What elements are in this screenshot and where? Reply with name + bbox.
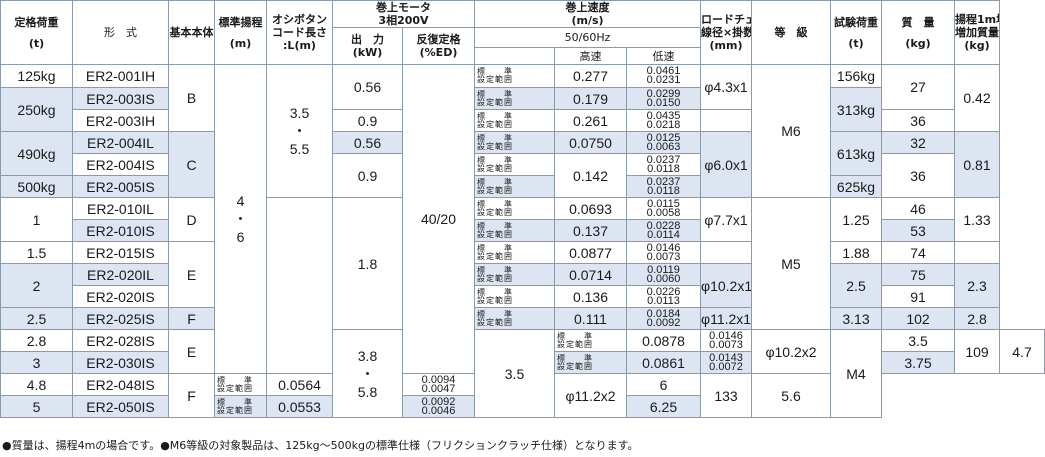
header-rated-load: 定格荷重 (t) [0,0,73,65]
table-row: 1 ER2-010IL D 1.8 標 準設定範囲 0.0693 0.0115 0… [0,197,1045,374]
header-pendant-cord: オシボタン コード長さ:L(m) [266,0,333,65]
table-row: ER2-003IH 0.9 標 準設定範囲 0.261 0.0435 0.0218… [0,109,1045,132]
table-row: ER2-020IS 標 準設定範囲 0.136 0.0226 0.0113 91 [0,285,1045,308]
header-output: 出 力 (kW) [332,27,403,65]
header-low-speed: 低速 [626,47,701,65]
header-speed: 巻上速度 (m/s) [474,0,701,28]
header-motor: 巻上モータ 3相200V [332,0,475,28]
table-row: 2.8 ER2-028IS E 3.8 ・ 5.8 3.5 標 準設定範囲 0.… [0,329,1045,418]
header-base-body: 基本本体 [168,0,215,65]
header-freq: 50/60Hz [474,27,701,48]
hoist-spec-table: 定格荷重 (t) 形 式 基本本体 標準揚程 (m) オシボタン コード長さ:L(m)… [0,0,1045,418]
table-row: 2 ER2-020IL 標 準設定範囲 0.0714 0.0119 0.0060 … [0,263,1045,308]
header-test-load: 試験荷重 (t) [830,0,882,65]
header-grade: 等 級 [751,0,831,65]
header-extra-mass: 揚程1m増し増加質量(kg) [954,0,1000,65]
footnote: ●質量は、揚程4mの場合です。●M6等級の対象製品は、125kg〜500kgの標… [2,439,639,452]
table-row: 2.5 ER2-025IS F 標 準設定範囲 0.111 0.0184 0.00… [0,307,1045,330]
header-mass: 質 量 (kg) [881,0,955,65]
table-row: 125kg ER2-001IH B 4 ・ 6 3.5 ・ 5.5 0.56 4… [0,64,1045,374]
header-model: 形 式 [72,0,169,65]
header-std-lift: 標準揚程 (m) [214,0,267,65]
table-row: 4.8 ER2-048IS F 標 準設定範囲 0.0564 0.0094 0.0… [0,373,1045,418]
table-row: 490kg ER2-004IL C 0.56 標 準設定範囲 0.0750 0.… [0,131,1045,198]
header-chain: ロードチェーン線径×掛数(mm) [700,0,752,65]
header-high-speed: 高速 [554,47,627,65]
table-row: ER2-010IS 標 準設定範囲 0.137 0.0228 0.0114 53 [0,219,1045,242]
table-row: 1.5 ER2-015IS E 標 準設定範囲 0.0877 0.0146 0.0… [0,241,1045,308]
table-row: ER2-004IS 0.9 標 準設定範囲 0.142 0.0237 0.0118… [0,153,1045,198]
header-duty: 反復定格 (%ED) [402,27,475,65]
